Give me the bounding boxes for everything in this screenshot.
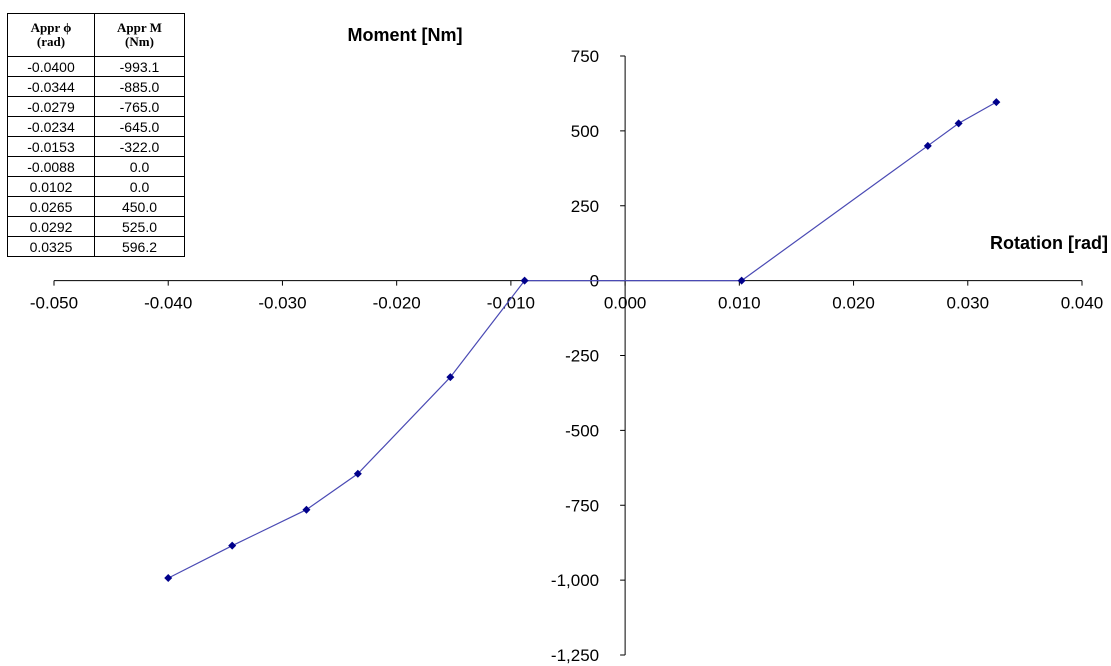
moment-column-header: Appr M (Nm) — [94, 13, 185, 57]
x-tick-label: 0.020 — [832, 294, 875, 313]
phi-header-label: Appr ϕ — [30, 20, 72, 35]
table-row: -0.0088 0.0 — [7, 156, 185, 177]
moment-cell: 525.0 — [94, 216, 185, 237]
y-tick-label: 500 — [571, 122, 599, 141]
y-tick-label: -1,250 — [551, 646, 599, 665]
table-row: 0.0265 450.0 — [7, 196, 185, 217]
table-row: 0.0102 0.0 — [7, 176, 185, 197]
y-tick-label: -250 — [565, 347, 599, 366]
data-point-marker — [353, 469, 362, 478]
table-row: -0.0279 -765.0 — [7, 96, 185, 117]
x-axis-title: Rotation [rad] — [990, 233, 1108, 253]
series-line — [167, 101, 997, 579]
x-tick-label: 0.040 — [1061, 294, 1104, 313]
x-tick-label: 0.010 — [718, 294, 761, 313]
moment-cell: -322.0 — [94, 136, 185, 157]
y-tick-label: 250 — [571, 197, 599, 216]
data-point-marker — [923, 141, 932, 150]
y-tick-label: 750 — [571, 47, 599, 66]
phi-cell: -0.0344 — [7, 76, 95, 97]
phi-cell: -0.0400 — [7, 56, 95, 77]
x-tick-label: 0.000 — [604, 294, 647, 313]
data-point-marker — [520, 276, 529, 285]
phi-cell: 0.0102 — [7, 176, 95, 197]
data-point-marker — [737, 276, 746, 285]
phi-cell: -0.0153 — [7, 136, 95, 157]
moment-cell: -993.1 — [94, 56, 185, 77]
data-point-marker — [302, 505, 311, 514]
phi-cell: 0.0292 — [7, 216, 95, 237]
phi-cell: 0.0325 — [7, 236, 95, 257]
x-tick-label: -0.040 — [144, 294, 192, 313]
table-row: 0.0292 525.0 — [7, 216, 185, 237]
table-row: 0.0325 596.2 — [7, 236, 185, 257]
data-point-marker — [446, 373, 455, 382]
y-tick-label: -1,000 — [551, 571, 599, 590]
table-row: -0.0400 -993.1 — [7, 56, 185, 77]
phi-cell: -0.0234 — [7, 116, 95, 137]
moment-cell: -885.0 — [94, 76, 185, 97]
moment-header-unit: (Nm) — [125, 34, 154, 49]
x-tick-label: -0.030 — [258, 294, 306, 313]
data-point-marker — [954, 119, 963, 128]
x-axis-ticks: -0.050 -0.040 -0.030 -0.020 -0.010 0.000 0.010… — [30, 280, 1104, 313]
table-header-row: Appr ϕ (rad) Appr M (Nm) — [7, 13, 185, 57]
table-row: -0.0153 -322.0 — [7, 136, 185, 157]
y-tick-label: -500 — [565, 421, 599, 440]
x-tick-label: -0.050 — [30, 294, 78, 313]
data-point-marker — [164, 574, 173, 583]
series-group — [164, 98, 1001, 583]
data-table: Appr ϕ (rad) Appr M (Nm) -0.0400 -993.1 -… — [7, 13, 185, 257]
moment-cell: 450.0 — [94, 196, 185, 217]
y-axis-title: Moment [Nm] — [348, 25, 463, 45]
x-tick-label: -0.020 — [373, 294, 421, 313]
phi-cell: 0.0265 — [7, 196, 95, 217]
x-tick-label: 0.030 — [947, 294, 990, 313]
moment-cell: 0.0 — [94, 176, 185, 197]
phi-cell: -0.0088 — [7, 156, 95, 177]
phi-cell: -0.0279 — [7, 96, 95, 117]
moment-cell: 0.0 — [94, 156, 185, 177]
moment-cell: -645.0 — [94, 116, 185, 137]
data-point-marker — [228, 541, 237, 550]
moment-header-label: Appr M — [117, 20, 162, 35]
moment-cell: -765.0 — [94, 96, 185, 117]
phi-header-unit: (rad) — [36, 34, 66, 49]
x-tick-label: -0.010 — [487, 294, 535, 313]
table-row: -0.0234 -645.0 — [7, 116, 185, 137]
y-tick-label: -750 — [565, 496, 599, 515]
phi-column-header: Appr ϕ (rad) — [7, 13, 95, 57]
moment-cell: 596.2 — [94, 236, 185, 257]
table-row: -0.0344 -885.0 — [7, 76, 185, 97]
data-point-marker — [992, 98, 1001, 107]
